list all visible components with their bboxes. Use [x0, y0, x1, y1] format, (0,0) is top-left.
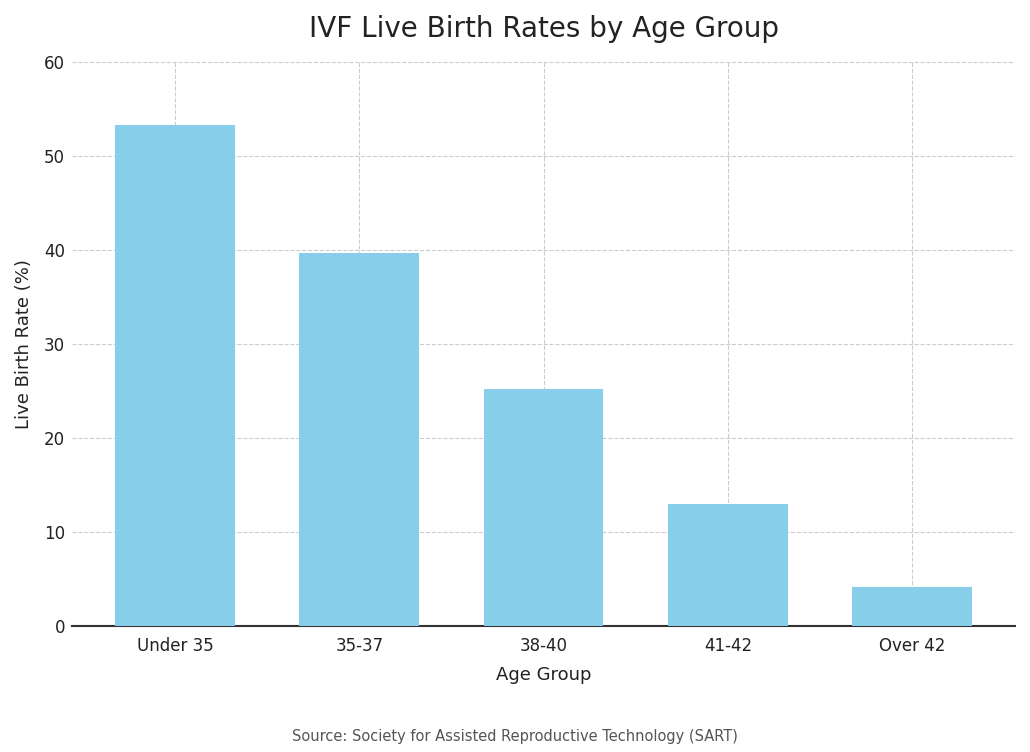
X-axis label: Age Group: Age Group	[495, 666, 591, 684]
Title: IVF Live Birth Rates by Age Group: IVF Live Birth Rates by Age Group	[309, 15, 779, 43]
Bar	[484, 390, 604, 626]
Bar	[853, 587, 972, 626]
Y-axis label: Live Birth Rate (%): Live Birth Rate (%)	[15, 259, 33, 429]
Text: Source: Society for Assisted Reproductive Technology (SART): Source: Society for Assisted Reproductiv…	[293, 729, 737, 744]
Bar	[668, 504, 788, 626]
Bar	[115, 125, 235, 626]
Bar	[300, 253, 419, 626]
